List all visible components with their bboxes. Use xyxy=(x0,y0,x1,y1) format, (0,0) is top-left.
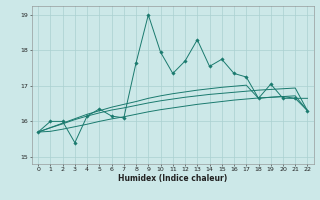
X-axis label: Humidex (Indice chaleur): Humidex (Indice chaleur) xyxy=(118,174,228,183)
